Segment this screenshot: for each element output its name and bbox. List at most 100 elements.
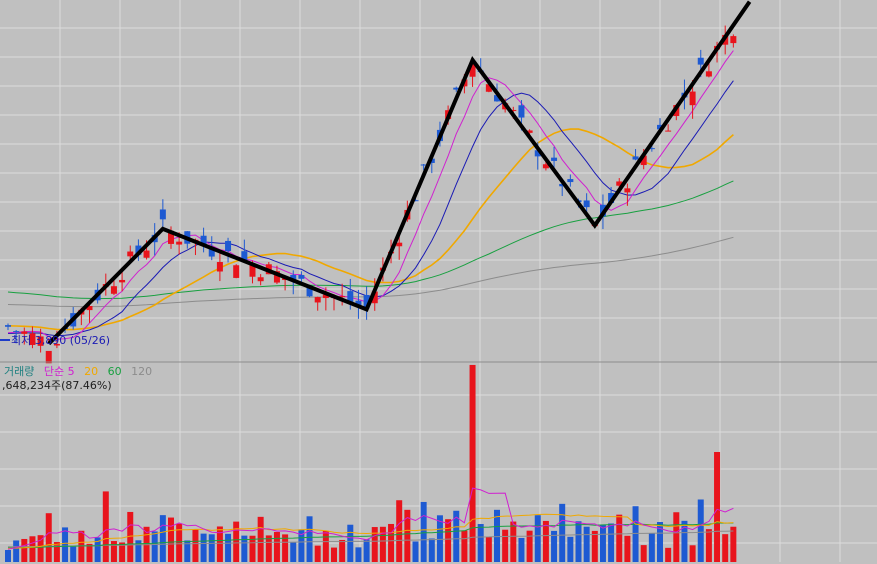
candle — [632, 149, 639, 161]
candle — [135, 239, 142, 261]
candle-body — [469, 63, 476, 77]
volume-bar — [583, 526, 590, 562]
volume-bar — [257, 516, 264, 562]
candle — [200, 227, 207, 253]
candle-body — [632, 156, 639, 160]
candle-body — [322, 294, 329, 299]
volume-bar — [469, 364, 476, 562]
candle-body — [176, 241, 183, 245]
volume-bar — [151, 531, 158, 562]
volume-bar — [216, 526, 223, 562]
candle — [21, 327, 28, 345]
low-marker-label: 최저 3,890 (05/26) — [11, 334, 110, 347]
candle-body — [298, 274, 305, 279]
volume-ma20-path — [7, 513, 734, 549]
legend-ma20: 20 — [84, 365, 98, 378]
volume-bar — [127, 511, 134, 562]
volume-bar — [53, 542, 60, 562]
trend-zigzag — [47, 0, 752, 346]
ma20-path — [7, 128, 734, 331]
candle-body — [657, 124, 663, 130]
volume-bar — [241, 535, 248, 562]
volume-bar — [379, 526, 386, 562]
candle-body — [110, 286, 117, 294]
candle-body — [396, 242, 403, 247]
volume-bar — [322, 530, 329, 562]
volume-bar — [534, 515, 541, 562]
legend-ma120: 120 — [131, 365, 152, 378]
volume-bar — [428, 538, 435, 562]
candle — [159, 199, 166, 229]
candle-body — [225, 240, 232, 252]
candle-body — [45, 350, 52, 364]
volume-bar — [371, 527, 378, 562]
volume-bar — [551, 530, 558, 562]
candle — [551, 146, 558, 171]
candle-body — [119, 279, 126, 283]
volume-bar — [45, 513, 52, 562]
volume-bar — [13, 540, 20, 562]
volume-bar — [347, 524, 354, 562]
volume-bar — [86, 543, 93, 562]
volume-bar — [502, 529, 509, 562]
candle-body — [420, 164, 427, 166]
volume-bar — [665, 547, 672, 562]
candle-body — [233, 265, 240, 278]
volume-bar — [192, 529, 199, 562]
candle-body — [290, 274, 297, 282]
candle-body — [5, 325, 11, 327]
candle-body — [665, 130, 672, 132]
candle — [110, 280, 117, 296]
candle-body — [355, 300, 362, 307]
candle-body — [689, 91, 696, 106]
volume-bar — [37, 535, 44, 562]
volume-bar — [265, 535, 272, 562]
candle-body — [314, 297, 321, 303]
candle — [119, 270, 126, 292]
volume-bar — [233, 521, 240, 562]
candle-body — [730, 36, 737, 44]
volume-bar — [306, 516, 313, 562]
candle — [583, 193, 590, 215]
candle-body — [37, 336, 44, 346]
volume-bar — [110, 541, 117, 562]
candle-body — [21, 331, 28, 334]
volume-bar — [518, 537, 525, 562]
volume-bar — [526, 530, 533, 562]
candle-body — [363, 294, 370, 309]
volume-bar — [404, 509, 411, 562]
volume-bar — [5, 550, 11, 562]
volume-bar — [314, 545, 321, 562]
volume-bar — [436, 515, 443, 562]
volume-bar — [249, 535, 256, 562]
candle — [705, 62, 712, 78]
low-marker: 최저 3,890 (05/26) — [0, 334, 110, 347]
volume-bar — [542, 520, 549, 562]
candle-body — [624, 188, 631, 193]
candle-body — [526, 130, 533, 133]
volume-bar — [591, 530, 598, 562]
candle — [469, 62, 476, 87]
candle — [730, 34, 737, 48]
candle-body — [534, 150, 541, 157]
volume-bar — [159, 515, 166, 562]
volume-bar — [119, 542, 126, 562]
candle-body — [53, 343, 60, 346]
volume-bar — [632, 506, 639, 562]
volume-bar — [94, 537, 101, 562]
volume-bar — [494, 509, 500, 562]
volume-bar — [176, 523, 183, 562]
volume-bar — [102, 491, 109, 562]
volume-bar — [575, 521, 582, 562]
volume-bar — [722, 534, 729, 562]
volume-bar — [673, 512, 680, 562]
volume-ma60-path — [7, 522, 734, 549]
volume-bar — [453, 510, 460, 562]
candle-body — [648, 148, 655, 150]
volume-bar — [339, 539, 346, 562]
volume-ma-lines — [7, 487, 734, 550]
volume-bar — [135, 540, 142, 562]
candle-body — [485, 84, 492, 92]
candle-body — [583, 200, 590, 208]
